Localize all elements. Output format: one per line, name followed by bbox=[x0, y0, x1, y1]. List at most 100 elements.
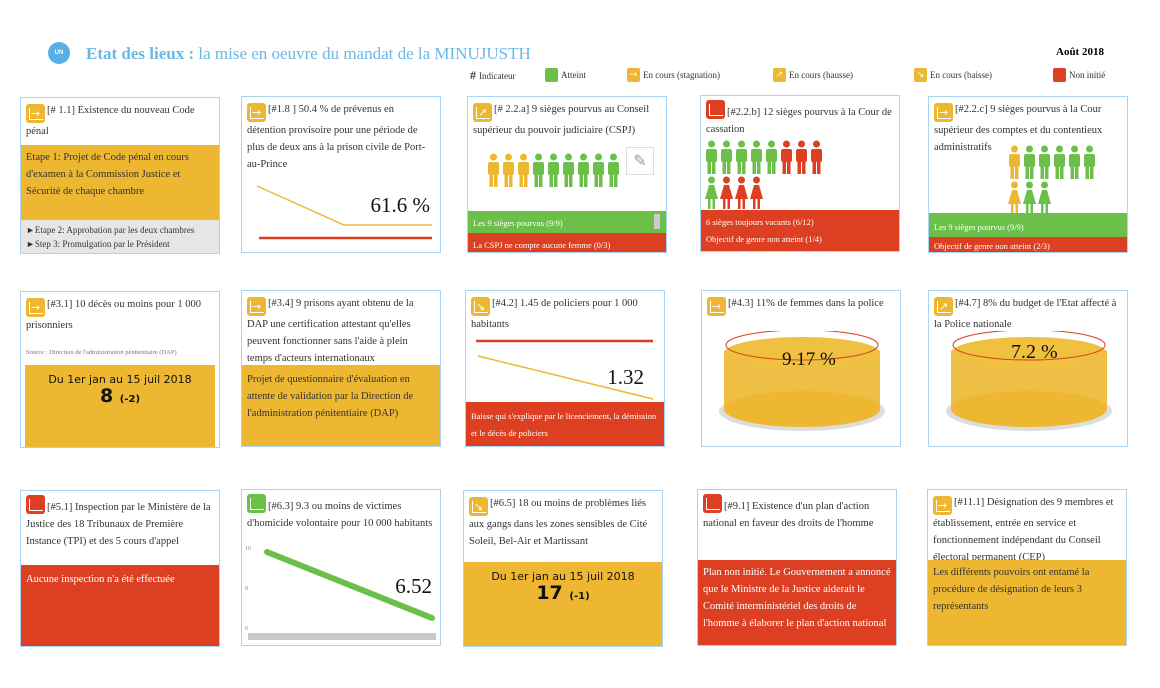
man-icon bbox=[811, 140, 822, 174]
count-box: Du 1er jan au 15 juil 2018 17 (-1) bbox=[464, 562, 662, 646]
man-icon bbox=[608, 153, 619, 187]
current-value: 61.6 % bbox=[370, 193, 431, 217]
current-value: 6.52 bbox=[395, 574, 432, 598]
step-1: Etape 1: Projet de Code pénal en cours d… bbox=[21, 145, 219, 220]
seats-men bbox=[486, 153, 621, 187]
edit-pencil-icon[interactable]: ✎ bbox=[626, 147, 654, 175]
arrow-right-icon: → bbox=[707, 297, 726, 316]
man-icon bbox=[1069, 145, 1080, 179]
trend-line bbox=[264, 549, 435, 621]
arrow-right-icon: → bbox=[933, 496, 952, 515]
card-1-8[interactable]: → [#1.8 ] 50.4 % de prévenus en détention… bbox=[241, 96, 441, 253]
report-date: Août 2018 bbox=[1056, 46, 1104, 58]
card-5-1[interactable]: [#5.1] Inspection par le Ministère de la… bbox=[20, 490, 220, 647]
arrow-up-right-icon: ↗ bbox=[473, 103, 492, 122]
scrollbar[interactable] bbox=[654, 214, 660, 229]
legend-non-initie: Non initié bbox=[1053, 68, 1105, 82]
status-non-initie-icon bbox=[26, 495, 45, 514]
woman-icon bbox=[735, 176, 748, 209]
arrow-up-right-icon: ↗ bbox=[934, 297, 953, 316]
status-note: Projet de questionnaire d'évaluation en … bbox=[242, 365, 440, 446]
card-2-2c[interactable]: → [#2.2.c] 9 sièges pourvus à la Cour sup… bbox=[928, 96, 1128, 253]
legend-indicator: # Indicateur bbox=[470, 68, 516, 82]
status-non-initie-icon bbox=[706, 100, 725, 119]
man-icon bbox=[751, 140, 762, 174]
man-icon bbox=[1054, 145, 1065, 179]
man-icon bbox=[578, 153, 589, 187]
trend-chart bbox=[248, 549, 436, 640]
seats-women bbox=[1007, 181, 1052, 215]
card-1-1[interactable]: → [# 1.1] Existence du nouveau Code pénal… bbox=[20, 97, 220, 254]
man-icon bbox=[488, 153, 499, 187]
man-icon bbox=[563, 153, 574, 187]
man-icon bbox=[593, 153, 604, 187]
gauge-value: 9.17 % bbox=[782, 349, 836, 370]
arrow-right-icon: → bbox=[26, 298, 45, 317]
man-icon bbox=[766, 140, 777, 174]
card-11-1[interactable]: → [#11.1] Désignation des 9 membres et ét… bbox=[927, 489, 1127, 646]
man-icon bbox=[1009, 145, 1020, 179]
card-6-3[interactable]: [#6.3] 9.3 ou moins de victimes d'homici… bbox=[241, 489, 441, 646]
card-2-2b[interactable]: [#2.2.b] 12 sièges pourvus à la Cour de … bbox=[700, 95, 900, 252]
woman-icon bbox=[1008, 181, 1021, 214]
arrow-right-icon: → bbox=[627, 68, 640, 82]
card-3-1[interactable]: → [#3.1] 10 décès ou moins pour 1 000 pri… bbox=[20, 291, 220, 448]
woman-icon bbox=[1038, 181, 1051, 214]
status-note: Baisse qui s'explique par le licenciemen… bbox=[466, 402, 664, 446]
man-icon bbox=[796, 140, 807, 174]
y-tick: 10 bbox=[245, 546, 251, 552]
man-icon bbox=[721, 140, 732, 174]
card-4-3[interactable]: → [#4.3] 11% de femmes dans la police 9.1… bbox=[701, 290, 901, 447]
status-line-2: La CSPJ ne compte aucune femme (0/3) bbox=[468, 233, 666, 252]
status-atteint-icon bbox=[545, 68, 558, 82]
card-6-5[interactable]: ↘ [#6.5] 18 ou moins de problèmes liés au… bbox=[463, 490, 663, 647]
arrow-right-icon: → bbox=[247, 297, 266, 316]
legend-atteint: Atteint bbox=[545, 68, 586, 82]
status-line-2: Objectif de genre non atteint (2/3) bbox=[929, 237, 1127, 252]
arrow-right-icon: → bbox=[934, 103, 953, 122]
title-rest: la mise en oeuvre du mandat de la MINUJU… bbox=[194, 44, 531, 63]
man-icon bbox=[1024, 145, 1035, 179]
arrow-down-right-icon: ↘ bbox=[914, 68, 927, 82]
card-2-2a[interactable]: ↗ [# 2.2.a] 9 sièges pourvus au Conseil s… bbox=[467, 96, 667, 253]
man-icon bbox=[503, 153, 514, 187]
status-note: Les différents pouvoirs ont entamé la pr… bbox=[928, 560, 1126, 645]
arrow-right-icon: → bbox=[26, 104, 45, 123]
card-9-1[interactable]: [#9.1] Existence d'un plan d'action nati… bbox=[697, 489, 897, 646]
arrow-down-right-icon: ↘ bbox=[471, 297, 490, 316]
status-atteint-icon bbox=[247, 494, 266, 513]
count-box: Du 1er jan au 15 juil 2018 8 (-2) bbox=[25, 365, 215, 447]
card-3-4[interactable]: → [#3.4] 9 prisons ayant obtenu de la DAP… bbox=[241, 290, 441, 447]
woman-icon bbox=[750, 176, 763, 209]
un-logo: UN bbox=[48, 42, 70, 64]
status-line-1: Les 9 sièges pourvus (9/9) bbox=[468, 211, 666, 233]
status-lines: 6 sièges toujours vacants (6/12) Objectif… bbox=[701, 210, 899, 251]
title-bold: Etat des lieux : bbox=[86, 44, 195, 63]
seats-women bbox=[704, 176, 764, 210]
man-icon bbox=[533, 153, 544, 187]
arrow-up-right-icon: ↗ bbox=[773, 68, 786, 82]
arrow-down-right-icon: ↘ bbox=[469, 497, 488, 516]
y-tick: 6 bbox=[245, 626, 248, 632]
legend-stagnation: → En cours (stagnation) bbox=[627, 68, 720, 82]
man-icon bbox=[518, 153, 529, 187]
next-steps: ►Etape 2: Approbation par les deux chamb… bbox=[21, 220, 219, 253]
man-icon bbox=[736, 140, 747, 174]
woman-icon bbox=[1023, 181, 1036, 214]
current-value: 1.32 bbox=[607, 365, 644, 389]
page-title: Etat des lieux : la mise en oeuvre du ma… bbox=[86, 44, 531, 64]
legend-baisse: ↘ En cours (baisse) bbox=[914, 68, 992, 82]
man-icon bbox=[706, 140, 717, 174]
status-non-initie-icon bbox=[703, 494, 722, 513]
card-4-7[interactable]: ↗ [#4.7] 8% du budget de l'Etat affecté à… bbox=[928, 290, 1128, 447]
seats-men bbox=[1007, 145, 1097, 179]
trend-line bbox=[477, 355, 654, 400]
card-4-2[interactable]: ↘ [#4.2] 1.45 de policiers pour 1 000 hab… bbox=[465, 290, 665, 447]
status-line-1: Les 9 sièges pourvus (9/9) bbox=[929, 213, 1127, 237]
trend-chart bbox=[256, 185, 432, 240]
woman-icon bbox=[705, 176, 718, 209]
man-icon bbox=[1084, 145, 1095, 179]
legend-hausse: ↗ En cours (hausse) bbox=[773, 68, 853, 82]
arrow-right-icon: → bbox=[247, 103, 266, 122]
source-note: Source : Direction de l'administration p… bbox=[26, 349, 177, 356]
